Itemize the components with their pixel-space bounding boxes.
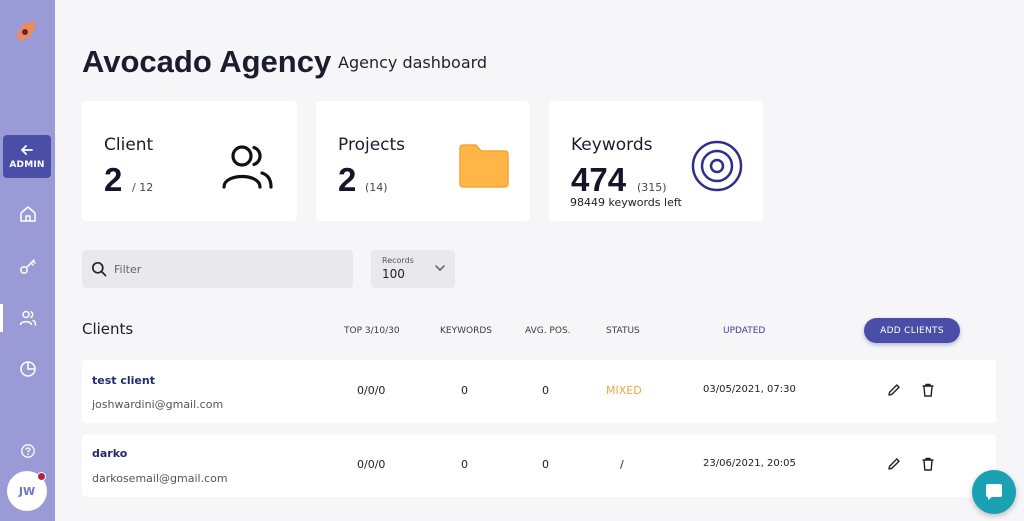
admin-label: ADMIN bbox=[9, 160, 45, 170]
column-header-updated[interactable]: UPDATED bbox=[723, 326, 766, 336]
projects-stat-card: Projects 2 (14) bbox=[316, 101, 530, 221]
records-label: Records bbox=[382, 256, 414, 265]
status-badge: MIXED bbox=[606, 384, 642, 397]
filter-input[interactable] bbox=[114, 258, 334, 280]
cell-keywords: 0 bbox=[461, 458, 468, 471]
admin-back-button[interactable]: ADMIN bbox=[3, 135, 51, 178]
add-clients-button[interactable]: ADD CLIENTS bbox=[864, 318, 960, 343]
active-nav-indicator bbox=[0, 304, 3, 332]
filter-box bbox=[82, 250, 353, 288]
page-subtitle: Agency dashboard bbox=[338, 53, 488, 72]
users-icon[interactable] bbox=[18, 308, 38, 328]
keywords-left-note: 98449 keywords left bbox=[570, 196, 682, 209]
arrow-left-icon bbox=[21, 145, 33, 155]
folder-icon bbox=[459, 144, 509, 188]
avatar-initials: JW bbox=[18, 484, 36, 498]
column-header-keywords[interactable]: KEYWORDS bbox=[440, 326, 492, 336]
cell-avg-pos: 0 bbox=[542, 458, 549, 471]
keywords-stat-label: Keywords bbox=[571, 135, 653, 155]
cell-avg-pos: 0 bbox=[542, 384, 549, 397]
chat-launcher-button[interactable] bbox=[972, 470, 1016, 514]
target-icon bbox=[691, 140, 743, 192]
notification-dot bbox=[37, 472, 46, 481]
keywords-stat-value: 474 bbox=[571, 161, 627, 198]
page-title: Avocado Agency bbox=[82, 44, 332, 79]
keywords-stat-secondary: (315) bbox=[637, 181, 667, 194]
client-email: joshwardini@gmail.com bbox=[92, 398, 224, 411]
rocket-logo-icon[interactable] bbox=[13, 18, 39, 44]
search-icon bbox=[91, 261, 107, 277]
client-stat-limit: / 12 bbox=[132, 181, 154, 194]
column-header-avg-pos[interactable]: AVG. POS. bbox=[525, 326, 571, 336]
cell-top: 0/0/0 bbox=[357, 458, 386, 471]
home-icon[interactable] bbox=[18, 204, 38, 224]
column-header-top[interactable]: TOP 3/10/30 bbox=[344, 326, 400, 336]
trash-icon[interactable] bbox=[920, 456, 936, 472]
pencil-icon[interactable] bbox=[886, 456, 902, 472]
cell-updated: 23/06/2021, 20:05 bbox=[703, 458, 796, 469]
client-stat-label: Client bbox=[104, 135, 154, 155]
records-value: 100 bbox=[382, 267, 405, 281]
sidebar: ADMIN JW bbox=[0, 0, 55, 521]
projects-stat-value: 2 bbox=[338, 161, 357, 198]
keywords-stat-card: Keywords 474 (315) 98449 keywords left bbox=[549, 101, 763, 221]
client-stat-value: 2 bbox=[104, 161, 123, 198]
client-email: darkosemail@gmail.com bbox=[92, 472, 228, 485]
table-row[interactable]: darko darkosemail@gmail.com 0/0/0 0 0 / … bbox=[82, 434, 996, 497]
pencil-icon[interactable] bbox=[886, 382, 902, 398]
users-icon bbox=[222, 145, 273, 189]
cell-updated: 03/05/2021, 07:30 bbox=[703, 384, 796, 395]
column-header-status[interactable]: STATUS bbox=[606, 326, 640, 336]
records-select[interactable]: Records 100 bbox=[371, 250, 455, 288]
pie-chart-icon[interactable] bbox=[18, 359, 38, 379]
client-name[interactable]: darko bbox=[92, 447, 128, 460]
projects-stat-label: Projects bbox=[338, 135, 406, 155]
chevron-down-icon bbox=[435, 265, 445, 271]
table-row[interactable]: test client joshwardini@gmail.com 0/0/0 … bbox=[82, 360, 996, 423]
cell-keywords: 0 bbox=[461, 384, 468, 397]
status-badge: / bbox=[620, 458, 624, 471]
client-name[interactable]: test client bbox=[92, 374, 155, 387]
help-icon[interactable] bbox=[20, 443, 36, 459]
chat-bubble-icon bbox=[986, 484, 1002, 500]
trash-icon[interactable] bbox=[920, 382, 936, 398]
projects-stat-total: (14) bbox=[365, 181, 388, 194]
client-stat-card: Client 2 / 12 bbox=[82, 101, 297, 221]
key-icon[interactable] bbox=[18, 256, 38, 276]
cell-top: 0/0/0 bbox=[357, 384, 386, 397]
clients-section-title: Clients bbox=[82, 320, 134, 338]
